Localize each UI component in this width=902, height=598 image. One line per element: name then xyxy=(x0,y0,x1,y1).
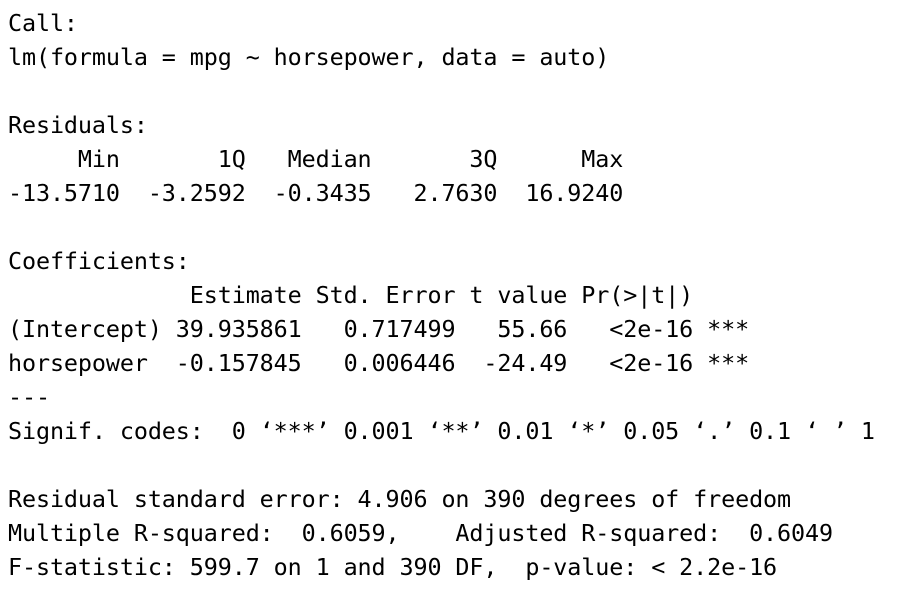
coefficients-header: Coefficients: xyxy=(8,247,190,275)
residuals-labels: Min 1Q Median 3Q Max xyxy=(8,145,638,173)
coefficient-row-intercept: (Intercept) 39.935861 0.717499 55.66 <2e… xyxy=(8,315,750,343)
r-console-output: Call: lm(formula = mpg ~ horsepower, data… xyxy=(8,6,875,584)
r-squared-line: Multiple R-squared: 0.6059, Adjusted R-s… xyxy=(8,519,847,547)
signif-codes: Signif. codes: 0 ‘***’ 0.001 ‘**’ 0.01 ‘… xyxy=(8,417,875,445)
coefficients-column-headers: Estimate Std. Error t value Pr(>|t|) xyxy=(8,281,750,309)
call-header: Call: xyxy=(8,9,78,37)
call-formula: lm(formula = mpg ~ horsepower, data = au… xyxy=(8,43,610,71)
residual-standard-error: Residual standard error: 4.906 on 390 de… xyxy=(8,485,792,513)
f-statistic-line: F-statistic: 599.7 on 1 and 390 DF, p-va… xyxy=(8,553,778,581)
blank-line xyxy=(8,448,875,482)
residuals-values: -13.5710 -3.2592 -0.3435 2.7630 16.9240 xyxy=(8,179,638,207)
residuals-header: Residuals: xyxy=(8,111,148,139)
coefficient-row-horsepower: horsepower -0.157845 0.006446 -24.49 <2e… xyxy=(8,349,750,377)
separator-line: --- xyxy=(8,383,50,411)
blank-line xyxy=(8,74,875,108)
blank-line xyxy=(8,210,875,244)
